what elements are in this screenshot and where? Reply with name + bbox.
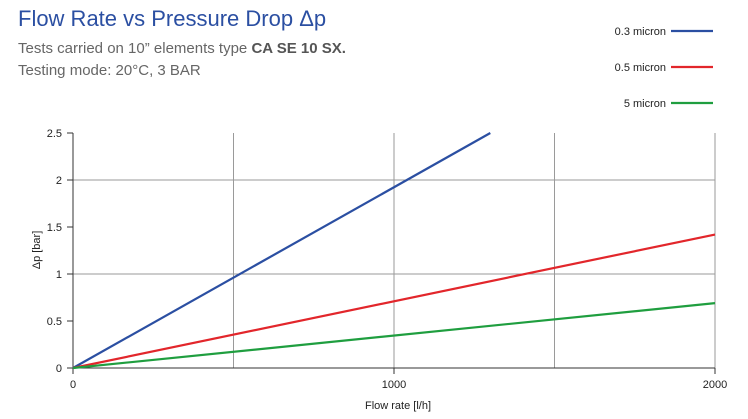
testing-mode: Testing mode: 20°C, 3 BAR [18,62,201,79]
y-tick-label: 1 [56,269,62,281]
series-line-0-3-micron [72,132,491,369]
y-axis-label: Δp [bar] [31,231,43,270]
chart-title: Flow Rate vs Pressure Drop Δp [18,6,327,31]
x-tick-label: 0 [70,379,76,391]
y-tick-label: 0 [56,363,62,375]
y-tick-label: 0.5 [47,316,62,328]
legend-label: 5 micron [624,98,666,110]
x-axis-label: Flow rate [l/h] [365,400,431,412]
series-layer [72,132,716,370]
y-tick-label: 2.5 [47,128,62,140]
series-line-0-5-micron [72,233,716,370]
subtitle-text: Tests carried on 10” elements type [18,40,252,57]
grid-layer [73,133,716,368]
y-tick-label: 2 [56,175,62,187]
subtitle-element-type: CA SE 10 SX. [251,40,346,57]
legend-label: 0.3 micron [615,26,666,38]
chart-subtitle: Tests carried on 10” elements type CA SE… [18,40,346,57]
y-tick-label: 1.5 [47,222,62,234]
x-tick-label: 2000 [703,379,727,391]
series-line-5-micron [72,302,716,370]
x-tick-label: 1000 [382,379,406,391]
legend: 0.3 micron 0.5 micron 5 micron [615,26,713,110]
axis-layer: 0 0.5 1 1.5 2 2.5 0 1000 2000 [47,128,728,391]
legend-label: 0.5 micron [615,62,666,74]
